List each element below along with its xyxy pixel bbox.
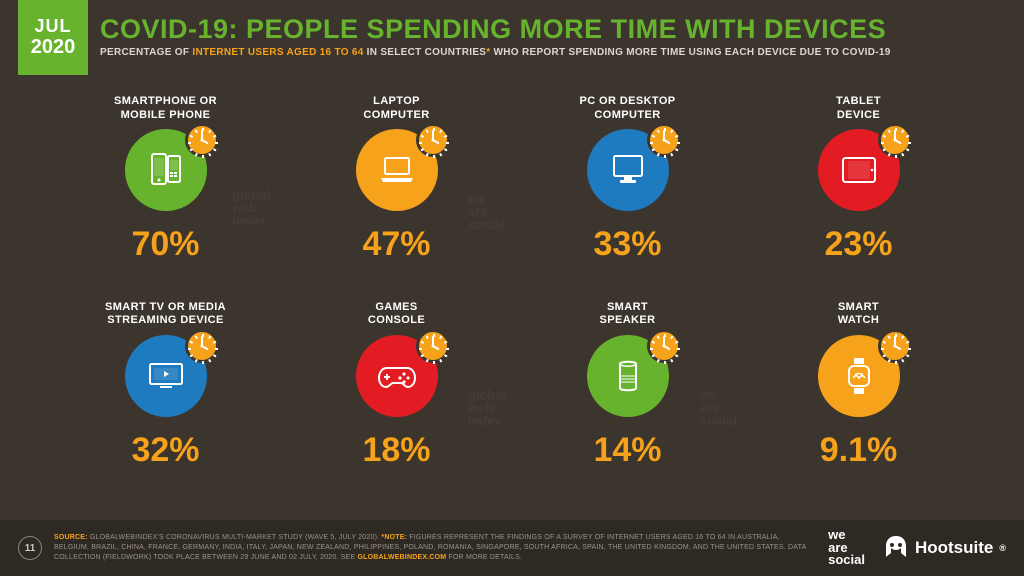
footer-logos: we are social Hootsuite ® [828,529,1006,566]
hootsuite-logo: Hootsuite ® [883,535,1006,561]
was-l3: social [828,554,865,566]
device-label: GAMES CONSOLE [368,301,425,329]
device-icon-wrap [587,129,669,211]
device-card: TABLET DEVICE 23% [753,95,964,291]
page-title: COVID-19: PEOPLE SPENDING MORE TIME WITH… [100,14,1004,45]
clock-icon [416,123,450,157]
date-year: 2020 [31,36,76,58]
device-card: PC OR DESKTOP COMPUTER 33% [522,95,733,291]
subtitle-e: WHO REPORT SPENDING MORE TIME USING EACH… [490,47,890,58]
clock-icon [878,123,912,157]
device-icon-wrap [587,335,669,417]
device-value: 14% [593,431,661,470]
subtitle-a: PERCENTAGE OF [100,47,192,58]
clock-icon [416,329,450,363]
device-value: 47% [362,225,430,264]
clock-icon [647,329,681,363]
reg-mark: ® [999,543,1006,553]
device-icon-wrap [818,335,900,417]
clock-icon [647,123,681,157]
device-label: TABLET DEVICE [836,95,881,123]
device-card: SMART WATCH 9.1% [753,301,964,497]
device-value: 70% [131,225,199,264]
source-tail: FOR MORE DETAILS. [446,554,522,561]
device-icon-wrap [356,129,438,211]
note-label: *NOTE: [381,534,409,541]
device-card: SMART SPEAKER 14% [522,301,733,497]
device-icon-wrap [125,335,207,417]
source-label: SOURCE: [54,534,90,541]
device-card: SMARTPHONE OR MOBILE PHONE 70% [60,95,271,291]
source-body: GLOBALWEBINDEX'S CORONAVIRUS MULTI-MARKE… [90,534,382,541]
hootsuite-text: Hootsuite [915,538,993,558]
device-card: GAMES CONSOLE 18% [291,301,502,497]
page-subtitle: PERCENTAGE OF INTERNET USERS AGED 16 TO … [100,47,1004,58]
device-label: SMART WATCH [838,301,880,329]
device-icon-wrap [125,129,207,211]
clock-icon [878,329,912,363]
date-month: JUL [34,17,71,37]
device-value: 33% [593,225,661,264]
we-are-social-logo: we are social [828,529,865,566]
device-icon-wrap [818,129,900,211]
device-value: 9.1% [820,431,898,470]
source-text: SOURCE: GLOBALWEBINDEX'S CORONAVIRUS MUL… [54,533,808,562]
owl-icon [883,535,909,561]
device-value: 23% [824,225,892,264]
device-value: 32% [131,431,199,470]
subtitle-highlight: INTERNET USERS AGED 16 TO 64 [192,47,363,58]
clock-icon [185,123,219,157]
footer: 11 SOURCE: GLOBALWEBINDEX'S CORONAVIRUS … [0,520,1024,576]
infographic-page: JUL 2020 COVID-19: PEOPLE SPENDING MORE … [0,0,1024,576]
device-label: SMARTPHONE OR MOBILE PHONE [114,95,217,123]
clock-icon [185,329,219,363]
device-grid: SMARTPHONE OR MOBILE PHONE 70% LAPTOP CO… [60,95,964,496]
device-card: LAPTOP COMPUTER 47% [291,95,502,291]
header: COVID-19: PEOPLE SPENDING MORE TIME WITH… [100,14,1004,58]
device-label: SMART TV OR MEDIA STREAMING DEVICE [105,301,226,329]
device-icon-wrap [356,335,438,417]
device-card: SMART TV OR MEDIA STREAMING DEVICE 32% [60,301,271,497]
source-link: GLOBALWEBINDEX.COM [358,554,447,561]
device-label: PC OR DESKTOP COMPUTER [579,95,675,123]
page-number: 11 [18,536,42,560]
device-label: SMART SPEAKER [600,301,656,329]
date-badge: JUL 2020 [18,0,88,75]
device-label: LAPTOP COMPUTER [363,95,429,123]
subtitle-c: IN SELECT COUNTRIES [364,47,487,58]
device-value: 18% [362,431,430,470]
